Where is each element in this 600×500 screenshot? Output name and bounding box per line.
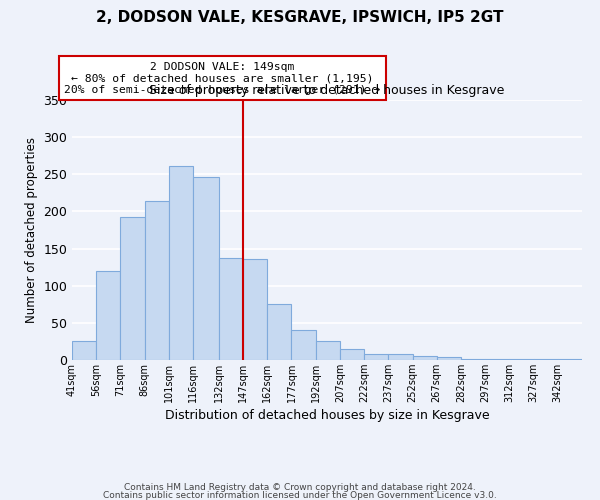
Bar xyxy=(292,330,316,360)
Bar xyxy=(96,271,121,360)
Y-axis label: Number of detached properties: Number of detached properties xyxy=(25,137,38,323)
Bar xyxy=(121,216,145,360)
Bar xyxy=(485,358,509,360)
Bar xyxy=(340,349,364,360)
Bar xyxy=(145,201,169,360)
Text: Contains HM Land Registry data © Crown copyright and database right 2024.: Contains HM Land Registry data © Crown c… xyxy=(124,484,476,492)
Title: Size of property relative to detached houses in Kesgrave: Size of property relative to detached ho… xyxy=(149,84,505,98)
Bar xyxy=(193,176,219,360)
Bar xyxy=(72,342,96,360)
Bar xyxy=(437,357,461,360)
Bar xyxy=(413,356,437,360)
Bar xyxy=(243,259,267,360)
Text: 2, DODSON VALE, KESGRAVE, IPSWICH, IP5 2GT: 2, DODSON VALE, KESGRAVE, IPSWICH, IP5 2… xyxy=(96,10,504,25)
Bar xyxy=(219,258,243,360)
Bar xyxy=(169,166,193,360)
Text: 2 DODSON VALE: 149sqm
← 80% of detached houses are smaller (1,195)
20% of semi-d: 2 DODSON VALE: 149sqm ← 80% of detached … xyxy=(64,62,380,95)
Bar xyxy=(267,304,292,360)
Bar xyxy=(388,354,413,360)
Bar xyxy=(461,358,485,360)
Bar xyxy=(316,342,340,360)
Bar xyxy=(364,354,388,360)
X-axis label: Distribution of detached houses by size in Kesgrave: Distribution of detached houses by size … xyxy=(164,409,490,422)
Text: Contains public sector information licensed under the Open Government Licence v3: Contains public sector information licen… xyxy=(103,490,497,500)
